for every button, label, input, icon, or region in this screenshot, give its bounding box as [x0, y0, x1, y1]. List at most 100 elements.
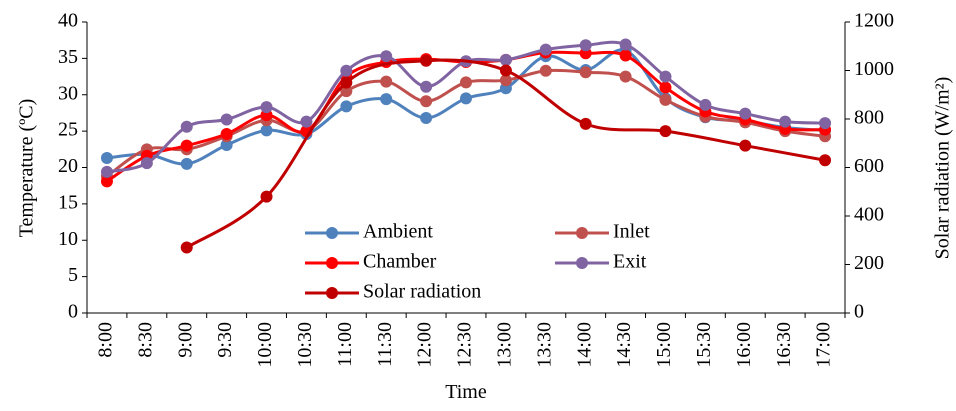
x-tick-label: 13:00	[493, 322, 515, 368]
marker	[659, 81, 672, 94]
marker	[699, 98, 712, 111]
series	[100, 38, 832, 178]
marker	[100, 175, 113, 188]
y2-axis-title: Solar radiation (W/m²)	[932, 77, 954, 260]
x-tick-label: 10:00	[254, 322, 276, 368]
marker	[180, 139, 193, 152]
y2-tick-label: 400	[854, 204, 884, 226]
marker	[659, 70, 672, 83]
marker	[260, 190, 273, 203]
x-tick-label: 15:00	[653, 322, 675, 368]
marker	[220, 138, 233, 151]
marker	[659, 125, 672, 138]
marker	[260, 101, 273, 114]
legend-marker	[576, 227, 588, 239]
marker	[220, 128, 233, 141]
marker	[180, 120, 193, 133]
x-tick-label: 16:30	[773, 322, 795, 368]
y2-tick-label: 1200	[854, 10, 894, 32]
y2-tick-label: 800	[854, 107, 884, 129]
legend-marker	[326, 287, 338, 299]
x-tick-label: 11:00	[334, 322, 356, 367]
marker	[300, 115, 313, 128]
legend-label: Ambient	[363, 221, 433, 243]
y-tick-label: 35	[58, 46, 78, 68]
marker	[619, 49, 632, 62]
series	[180, 54, 832, 254]
y-tick-label: 20	[58, 155, 78, 177]
legend-label: Inlet	[613, 221, 650, 243]
marker	[420, 54, 433, 67]
x-tick-label: 8:30	[134, 322, 156, 358]
legend-marker	[326, 257, 338, 269]
y-axis-title: Temperature (ºC)	[16, 99, 38, 238]
legend-marker	[576, 257, 588, 269]
series	[100, 46, 832, 188]
marker	[100, 165, 113, 178]
y2-tick-label: 1000	[854, 58, 894, 80]
marker	[499, 53, 512, 66]
marker	[380, 75, 393, 88]
x-tick-label: 12:30	[454, 322, 476, 368]
marker	[180, 241, 193, 254]
marker	[739, 107, 752, 120]
line	[106, 50, 826, 183]
y-tick-label: 15	[58, 191, 78, 213]
x-tick-label: 17:00	[813, 322, 835, 368]
legend-label: Solar radiation	[363, 281, 481, 303]
y-tick-label: 5	[68, 264, 78, 286]
x-tick-label: 13:30	[533, 322, 555, 368]
x-axis-title: Time	[445, 381, 487, 403]
marker	[619, 38, 632, 51]
series	[100, 64, 832, 183]
marker	[420, 112, 433, 125]
marker	[220, 113, 233, 126]
marker	[579, 39, 592, 52]
y2-tick-label: 600	[854, 155, 884, 177]
marker	[659, 93, 672, 106]
marker	[579, 117, 592, 130]
marker	[180, 157, 193, 170]
marker	[100, 152, 113, 165]
marker	[579, 66, 592, 79]
x-tick-label: 15:30	[693, 322, 715, 368]
marker	[140, 157, 153, 170]
y-tick-label: 30	[58, 82, 78, 104]
marker	[340, 85, 353, 98]
x-tick-label: 12:00	[414, 322, 436, 368]
x-tick-label: 10:30	[294, 322, 316, 368]
y-tick-label: 25	[58, 119, 78, 141]
marker	[460, 92, 472, 105]
marker	[499, 74, 512, 87]
x-tick-label: 9:00	[174, 322, 196, 358]
legend-label: Exit	[613, 251, 647, 273]
y2-tick-label: 200	[854, 252, 884, 274]
y-tick-label: 10	[58, 228, 78, 250]
marker	[380, 50, 393, 63]
x-tick-label: 9:30	[214, 322, 236, 358]
y-tick-label: 0	[68, 301, 78, 323]
marker	[260, 124, 273, 137]
x-tick-label: 11:30	[374, 322, 396, 367]
marker	[539, 43, 552, 56]
marker	[460, 76, 472, 89]
marker	[420, 95, 433, 108]
x-tick-label: 14:30	[613, 322, 635, 368]
marker	[819, 117, 832, 130]
marker	[739, 139, 752, 152]
y-tick-label: 40	[58, 10, 78, 32]
marker	[819, 154, 832, 167]
legend-marker	[326, 227, 338, 239]
marker	[340, 76, 353, 89]
marker	[779, 115, 792, 128]
x-tick-label: 14:00	[573, 322, 595, 368]
marker	[420, 80, 433, 93]
legend-label: Chamber	[363, 251, 437, 273]
y2-tick-label: 0	[854, 301, 864, 323]
marker	[619, 70, 632, 83]
marker	[499, 64, 512, 77]
marker	[340, 100, 353, 113]
x-tick-label: 16:00	[733, 322, 755, 368]
marker	[380, 93, 393, 106]
